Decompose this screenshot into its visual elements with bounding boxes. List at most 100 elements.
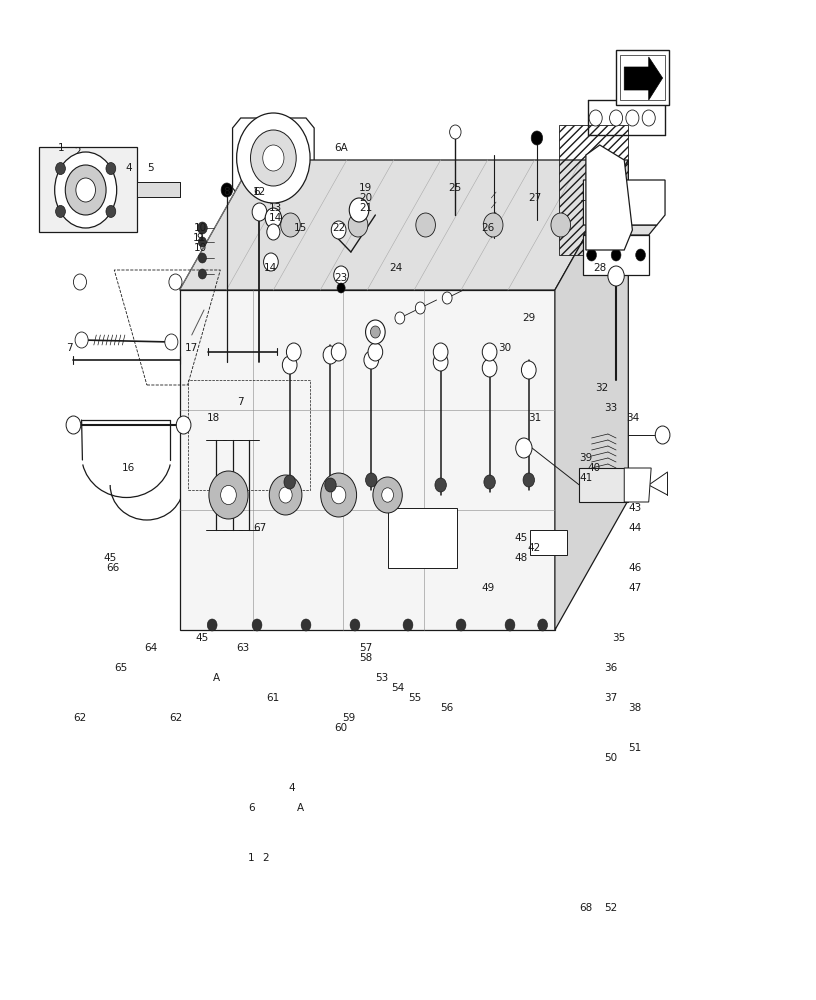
- Text: 9: 9: [596, 203, 603, 213]
- Circle shape: [433, 353, 448, 371]
- Circle shape: [251, 130, 296, 186]
- Polygon shape: [579, 468, 628, 502]
- Text: 60: 60: [335, 723, 348, 733]
- Circle shape: [207, 619, 217, 631]
- Text: 4: 4: [126, 163, 132, 173]
- Text: 36: 36: [604, 663, 617, 673]
- Text: 63: 63: [237, 643, 250, 653]
- Circle shape: [551, 213, 570, 237]
- Text: 7: 7: [237, 397, 244, 407]
- Circle shape: [521, 361, 536, 379]
- Circle shape: [608, 266, 624, 286]
- Circle shape: [252, 203, 267, 221]
- Text: 11: 11: [193, 233, 206, 243]
- Text: 6A: 6A: [335, 143, 348, 153]
- Text: 14: 14: [264, 263, 277, 273]
- Text: 9: 9: [197, 233, 203, 243]
- Polygon shape: [180, 160, 628, 290]
- Circle shape: [76, 178, 95, 202]
- Circle shape: [55, 205, 65, 217]
- Text: 43: 43: [628, 503, 641, 513]
- Text: 35: 35: [612, 633, 625, 643]
- Text: A: A: [297, 803, 304, 813]
- Circle shape: [73, 274, 86, 290]
- Text: 50: 50: [604, 753, 617, 763]
- Text: 62: 62: [73, 713, 86, 723]
- Circle shape: [366, 320, 385, 344]
- Circle shape: [435, 478, 446, 492]
- Text: 54: 54: [392, 683, 405, 693]
- Text: 53: 53: [375, 673, 388, 683]
- Circle shape: [75, 332, 88, 348]
- Circle shape: [66, 416, 81, 434]
- Polygon shape: [555, 160, 628, 630]
- Circle shape: [65, 165, 106, 215]
- Text: 7: 7: [66, 343, 73, 353]
- Text: 16: 16: [122, 463, 135, 473]
- Text: 32: 32: [596, 383, 609, 393]
- Circle shape: [395, 312, 405, 324]
- Circle shape: [265, 208, 282, 228]
- Circle shape: [267, 224, 280, 240]
- Text: 58: 58: [359, 653, 372, 663]
- Text: 10: 10: [579, 193, 592, 203]
- Circle shape: [610, 110, 623, 126]
- Circle shape: [523, 473, 534, 487]
- Circle shape: [484, 475, 495, 489]
- Circle shape: [382, 488, 393, 502]
- Circle shape: [323, 346, 338, 364]
- Polygon shape: [530, 530, 567, 555]
- Circle shape: [505, 619, 515, 631]
- Text: 38: 38: [628, 703, 641, 713]
- Text: 17: 17: [185, 343, 198, 353]
- Circle shape: [197, 222, 207, 234]
- Circle shape: [237, 113, 310, 203]
- Circle shape: [587, 249, 596, 261]
- Circle shape: [221, 183, 233, 197]
- Circle shape: [642, 110, 655, 126]
- Text: 45: 45: [196, 633, 209, 643]
- Text: 10: 10: [193, 243, 206, 253]
- Circle shape: [198, 269, 206, 279]
- Text: 29: 29: [522, 313, 535, 323]
- Circle shape: [366, 473, 377, 487]
- Circle shape: [264, 253, 278, 271]
- Circle shape: [456, 619, 466, 631]
- Text: A: A: [213, 673, 220, 683]
- Polygon shape: [233, 118, 314, 198]
- Text: 18: 18: [207, 413, 220, 423]
- Circle shape: [269, 475, 302, 515]
- Text: 45: 45: [514, 533, 527, 543]
- Circle shape: [482, 343, 497, 361]
- Text: 8: 8: [224, 187, 230, 197]
- Text: 66: 66: [106, 563, 119, 573]
- Text: 19: 19: [359, 183, 372, 193]
- Circle shape: [286, 343, 301, 361]
- Text: 65: 65: [114, 663, 127, 673]
- Circle shape: [263, 145, 284, 171]
- Text: 49: 49: [481, 583, 494, 593]
- Circle shape: [442, 292, 452, 304]
- Text: 2: 2: [262, 853, 268, 863]
- Text: 48: 48: [514, 553, 527, 563]
- Circle shape: [636, 249, 645, 261]
- Text: 59: 59: [343, 713, 356, 723]
- Bar: [616, 50, 669, 105]
- Text: 26: 26: [481, 223, 494, 233]
- Circle shape: [611, 249, 621, 261]
- Circle shape: [198, 253, 206, 263]
- Text: 13: 13: [269, 203, 282, 213]
- Circle shape: [220, 485, 237, 505]
- Text: 2: 2: [74, 147, 81, 157]
- Text: 39: 39: [579, 453, 592, 463]
- Circle shape: [209, 471, 248, 519]
- Circle shape: [403, 619, 413, 631]
- Bar: [39, 147, 137, 232]
- Circle shape: [331, 221, 346, 239]
- Circle shape: [626, 110, 639, 126]
- Polygon shape: [583, 180, 665, 225]
- Text: 56: 56: [441, 703, 454, 713]
- Circle shape: [368, 343, 383, 361]
- Text: 23: 23: [335, 273, 348, 283]
- Text: 6: 6: [254, 187, 260, 197]
